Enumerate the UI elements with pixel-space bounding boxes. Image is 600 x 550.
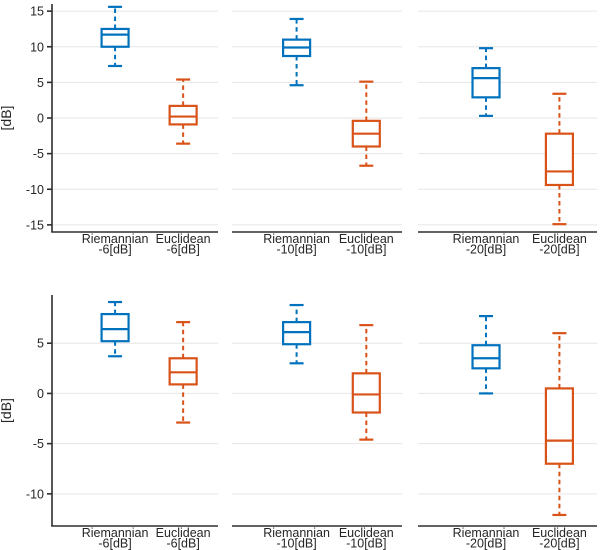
x-tick-label-series: Riemannian [82, 232, 149, 246]
y-tick-label: 5 [37, 76, 44, 90]
box-euclidean--10[dB] [351, 80, 381, 167]
y-tick-label: 15 [30, 5, 44, 19]
x-tick-label: Euclidean -6[dB] [156, 526, 211, 550]
y-tick-label: 0 [37, 387, 44, 401]
box-euclidean--20[dB] [544, 332, 575, 517]
x-tick-label: Euclidean -20[dB] [532, 232, 587, 257]
x-tick-label-series: Riemannian [263, 232, 330, 246]
x-tick-label: Riemannian -6[dB] [82, 232, 149, 257]
x-tick-label: Riemannian -10[dB] [263, 526, 330, 550]
y-axis-label: [dB] [0, 106, 14, 131]
x-tick-label-series: Riemannian [263, 526, 330, 540]
box-iqr [544, 132, 575, 187]
box-iqr [168, 104, 198, 126]
box-euclidean--10[dB] [351, 324, 381, 441]
panel-bottom-row--20[dB]: Riemannian -20[dB]Euclidean -20[dB] [418, 314, 597, 550]
x-tick-label-series: Riemannian [453, 232, 520, 246]
box-riemannian--20[dB] [471, 314, 501, 395]
box-iqr [100, 27, 130, 48]
panel-top-row--10[dB]: Riemannian -10[dB]Euclidean -10[dB] [232, 10, 402, 257]
x-tick-label: Riemannian -20[dB] [453, 232, 520, 257]
y-tick-label: 5 [37, 337, 44, 351]
box-riemannian--10[dB] [282, 303, 312, 365]
x-tick-label-snr: -6[dB] [166, 243, 199, 257]
box-euclidean--6[dB] [168, 321, 198, 424]
x-tick-label-series: Euclidean [532, 232, 587, 246]
x-tick-label: Euclidean -6[dB] [156, 232, 211, 257]
box-riemannian--10[dB] [282, 17, 312, 87]
y-tick-label: -10 [26, 183, 44, 197]
y-tick-label: 10 [30, 40, 44, 54]
y-tick-label: -5 [33, 437, 44, 451]
x-tick-label: Riemannian -10[dB] [263, 232, 330, 257]
box-euclidean--6[dB] [168, 78, 198, 145]
box-iqr [351, 372, 381, 414]
x-tick-label-snr: -6[dB] [98, 243, 131, 257]
y-tick-label: 0 [37, 112, 44, 126]
x-tick-label-snr: -10[dB] [346, 537, 386, 550]
box-iqr [471, 67, 501, 99]
x-tick-label-snr: -10[dB] [346, 243, 386, 257]
x-tick-label-series: Euclidean [339, 526, 394, 540]
x-tick-label-snr: -20[dB] [466, 537, 506, 550]
x-tick-label: Euclidean -10[dB] [339, 232, 394, 257]
y-tick-label: -15 [26, 218, 44, 232]
x-tick-label-series: Euclidean [339, 232, 394, 246]
x-tick-label-series: Euclidean [156, 526, 211, 540]
y-tick-label: -5 [33, 147, 44, 161]
y-tick-label: -10 [26, 487, 44, 501]
panel-bottom-row--10[dB]: Riemannian -10[dB]Euclidean -10[dB] [232, 303, 402, 550]
x-tick-label: Riemannian -6[dB] [82, 526, 149, 550]
box-riemannian--6[dB] [100, 300, 130, 358]
box-riemannian--6[dB] [100, 5, 130, 68]
y-axis-label: [dB] [0, 398, 14, 423]
x-tick-label-series: Euclidean [156, 232, 211, 246]
x-tick-label-snr: -6[dB] [166, 537, 199, 550]
x-tick-label: Euclidean -20[dB] [532, 526, 587, 550]
box-riemannian--20[dB] [471, 47, 501, 117]
box-iqr [544, 387, 575, 465]
panel-top-row--20[dB]: Riemannian -20[dB]Euclidean -20[dB] [418, 10, 597, 257]
box-iqr [471, 344, 501, 370]
x-tick-label-snr: -20[dB] [539, 243, 579, 257]
x-tick-label-snr: -6[dB] [98, 537, 131, 550]
x-tick-label-series: Riemannian [82, 526, 149, 540]
x-tick-label-snr: -10[dB] [276, 537, 316, 550]
x-tick-label-series: Euclidean [532, 526, 587, 540]
x-tick-label: Riemannian -20[dB] [453, 526, 520, 550]
box-iqr [100, 312, 130, 343]
x-tick-label-snr: -20[dB] [466, 243, 506, 257]
box-euclidean--20[dB] [544, 92, 575, 226]
x-tick-label: Euclidean -10[dB] [339, 526, 394, 550]
x-tick-label-series: Riemannian [453, 526, 520, 540]
x-tick-label-snr: -20[dB] [539, 537, 579, 550]
x-tick-label-snr: -10[dB] [276, 243, 316, 257]
